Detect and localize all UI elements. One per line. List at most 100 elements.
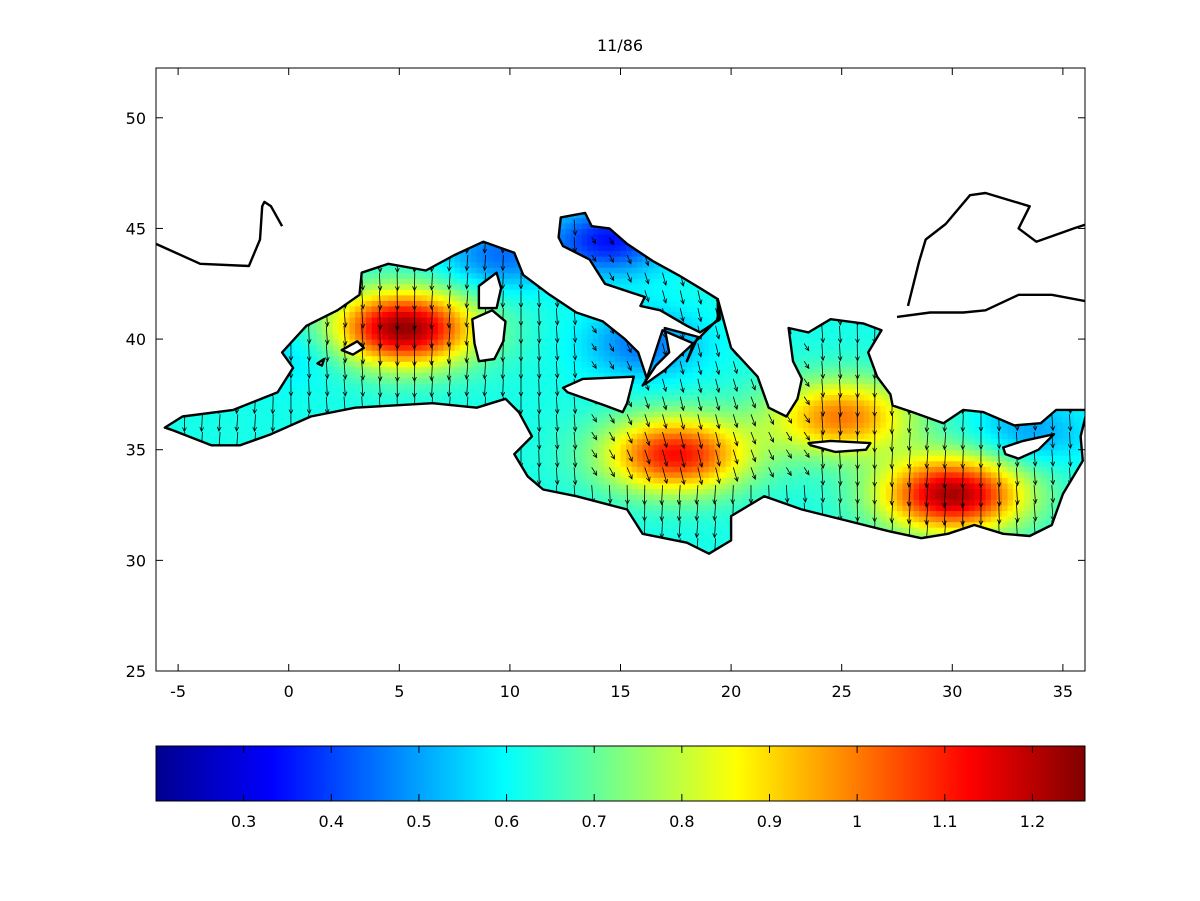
field-cell — [338, 344, 345, 351]
field-cell — [382, 399, 389, 406]
field-cell — [559, 449, 566, 456]
field-cell — [327, 355, 334, 362]
field-cell — [509, 267, 516, 274]
field-cell — [576, 482, 583, 489]
field-cell — [543, 482, 550, 489]
field-cell — [360, 305, 367, 312]
field-cell — [465, 344, 472, 351]
field-cell — [355, 377, 362, 384]
field-cell — [310, 383, 317, 390]
field-cell — [410, 372, 417, 379]
field-cell — [521, 289, 528, 296]
field-cell — [321, 372, 328, 379]
field-cell — [570, 466, 577, 473]
field-cell — [504, 355, 511, 362]
field-cell — [471, 372, 478, 379]
field-cell — [321, 399, 328, 406]
field-cell — [360, 283, 367, 290]
field-cell — [194, 427, 201, 434]
field-cell — [443, 399, 450, 406]
field-cell — [532, 416, 539, 423]
field-cell — [460, 261, 467, 268]
field-cell — [509, 328, 516, 335]
field-cell — [521, 300, 528, 307]
field-cell — [532, 471, 539, 478]
field-cell — [321, 333, 328, 340]
field-cell — [537, 322, 544, 329]
field-cell — [537, 471, 544, 478]
field-cell — [250, 405, 257, 412]
field-cell — [482, 245, 489, 252]
field-cell — [548, 471, 555, 478]
field-cell — [404, 328, 411, 335]
field-cell — [543, 422, 550, 429]
field-cell — [211, 416, 218, 423]
field-cell — [399, 300, 406, 307]
field-cell — [570, 455, 577, 462]
field-cell — [404, 355, 411, 362]
field-cell — [427, 339, 434, 346]
field-cell — [261, 405, 268, 412]
field-cell — [548, 411, 555, 418]
field-cell — [222, 427, 229, 434]
field-cell — [404, 339, 411, 346]
field-cell — [349, 394, 356, 401]
field-cell — [471, 383, 478, 390]
field-cell — [548, 482, 555, 489]
field-cell — [410, 394, 417, 401]
field-cell — [471, 399, 478, 406]
field-cell — [432, 289, 439, 296]
field-cell — [521, 377, 528, 384]
field-cell — [521, 283, 528, 290]
field-cell — [570, 405, 577, 412]
field-cell — [509, 261, 516, 268]
field-cell — [487, 261, 494, 268]
field-cell — [543, 300, 550, 307]
field-cell — [244, 427, 251, 434]
field-cell — [521, 460, 528, 467]
field-cell — [427, 366, 434, 373]
field-cell — [548, 477, 555, 484]
field-cell — [438, 316, 445, 323]
field-cell — [333, 322, 340, 329]
field-cell — [382, 322, 389, 329]
field-cell — [299, 383, 306, 390]
field-cell — [465, 377, 472, 384]
field-cell — [565, 239, 572, 246]
field-cell — [526, 322, 533, 329]
field-cell — [454, 267, 461, 274]
field-cell — [443, 267, 450, 274]
field-cell — [316, 383, 323, 390]
field-cell — [526, 294, 533, 301]
field-cell — [543, 394, 550, 401]
field-cell — [399, 289, 406, 296]
field-cell — [421, 372, 428, 379]
field-cell — [532, 322, 539, 329]
field-cell — [465, 311, 472, 318]
field-cell — [504, 300, 511, 307]
field-cell — [427, 272, 434, 279]
field-cell — [449, 361, 456, 368]
field-cell — [333, 405, 340, 412]
field-cell — [371, 267, 378, 274]
field-cell — [427, 316, 434, 323]
field-cell — [294, 377, 301, 384]
field-cell — [382, 366, 389, 373]
field-cell — [526, 283, 533, 290]
field-cell — [266, 427, 273, 434]
field-cell — [344, 377, 351, 384]
field-cell — [526, 372, 533, 379]
field-cell — [399, 278, 406, 285]
field-cell — [205, 427, 212, 434]
field-cell — [310, 377, 317, 384]
field-cell — [438, 372, 445, 379]
field-cell — [543, 460, 550, 467]
field-cell — [515, 388, 522, 395]
field-cell — [399, 366, 406, 373]
field-cell — [415, 339, 422, 346]
field-cell — [537, 444, 544, 451]
field-cell — [460, 350, 467, 357]
field-cell — [537, 405, 544, 412]
field-cell — [294, 405, 301, 412]
